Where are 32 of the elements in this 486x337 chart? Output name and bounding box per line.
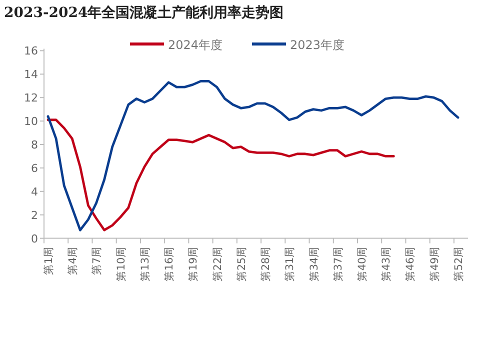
x-tick-label: 第37周 (332, 246, 344, 282)
y-tick-label: 4 (31, 185, 38, 198)
y-tick-label: 16 (24, 44, 38, 58)
x-tick-label: 第10周 (115, 246, 128, 282)
x-tick-label: 第25周 (236, 246, 248, 282)
x-tick-label: 第19周 (188, 246, 200, 282)
y-tick-label: 6 (31, 162, 38, 175)
y-tick-label: 2 (31, 208, 38, 222)
y-tick-label: 14 (24, 68, 38, 82)
x-tick-label: 第31周 (284, 246, 296, 282)
y-tick-label: 10 (24, 115, 38, 128)
x-tick-label: 第4周 (67, 246, 80, 275)
x-tick-label: 第52周 (452, 246, 465, 282)
x-tick-label: 第49周 (428, 246, 441, 282)
x-tick-label: 第22周 (212, 246, 224, 282)
line-series (46, 118, 395, 232)
x-tick-label: 第43周 (380, 246, 393, 282)
y-tick-label: 8 (31, 138, 38, 152)
x-tick-label: 第16周 (164, 246, 176, 282)
chart-title: 2023-2024年全国混凝土产能利用率走势图 (4, 4, 284, 21)
x-tick-label: 第1周 (43, 246, 56, 275)
x-tick-label: 第40周 (356, 246, 369, 282)
legend-label: 2023年度 (290, 38, 345, 52)
x-tick-label: 第7周 (91, 246, 104, 275)
x-tick-label: 第34周 (308, 246, 320, 282)
y-tick-label: 12 (24, 92, 38, 105)
legend-label: 2024年度 (168, 38, 223, 52)
y-tick-label: 0 (31, 232, 38, 246)
x-tick-label: 第46周 (404, 246, 417, 282)
line-series (46, 80, 460, 232)
x-tick-label: 第28周 (260, 246, 272, 282)
x-tick-label: 第13周 (139, 246, 152, 282)
